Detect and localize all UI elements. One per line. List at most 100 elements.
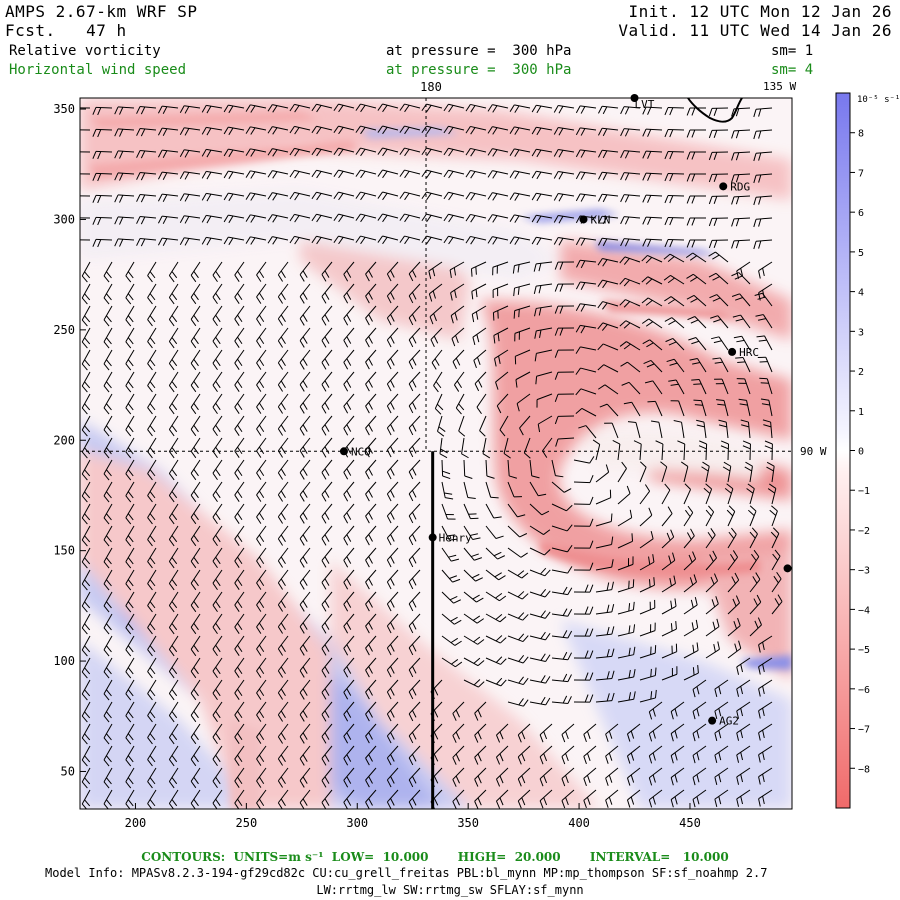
wind-barb (399, 191, 421, 201)
wind-barb (343, 261, 355, 282)
wind-barb (485, 635, 507, 644)
wind-barb (267, 126, 289, 135)
wind-barb (92, 172, 113, 182)
wind-barb (386, 371, 399, 392)
wind-barb (114, 238, 135, 247)
wind-barb (147, 745, 157, 767)
wind-barb (343, 745, 355, 766)
wind-barb (125, 701, 135, 723)
wind-barb (223, 236, 245, 246)
wind-barb (147, 415, 157, 437)
wind-barb (386, 525, 399, 546)
wind-barb (103, 371, 113, 393)
wind-barb (267, 192, 289, 201)
wind-barb (727, 572, 740, 593)
wind-barb (727, 550, 739, 571)
wind-barb (125, 679, 135, 701)
wind-barb (516, 393, 531, 412)
wind-barb (343, 569, 355, 590)
wind-barb (736, 723, 751, 741)
wind-barb (299, 547, 311, 568)
wind-barb (365, 459, 377, 480)
wind-barb (551, 608, 573, 617)
wind-barb (212, 657, 223, 679)
wind-barb (377, 103, 399, 113)
wind-barb (495, 789, 509, 809)
station-marker (728, 347, 737, 356)
wind-barb (212, 547, 223, 569)
wind-barb (168, 635, 179, 657)
wind-barb (386, 327, 399, 348)
wind-barb (212, 525, 223, 547)
wind-barb (441, 613, 462, 625)
wind-barb (408, 789, 421, 809)
wind-barb (687, 316, 707, 329)
wind-barb (663, 253, 685, 263)
wind-barb (201, 192, 223, 202)
wind-barb (256, 261, 267, 282)
wind-barb (758, 789, 773, 807)
wind-barb (343, 767, 355, 788)
wind-barb (430, 327, 443, 348)
wind-barb (190, 767, 201, 789)
wind-barb (321, 679, 333, 700)
wind-barb (670, 701, 685, 720)
y-tick-label: 150 (53, 544, 75, 558)
wind-barb (514, 327, 531, 342)
wind-barb (686, 173, 707, 182)
wind-barb (661, 666, 678, 681)
wind-barb (212, 679, 223, 701)
wind-barb (321, 459, 333, 480)
wind-barb (386, 657, 399, 678)
wind-barb (731, 272, 751, 285)
wind-barb (168, 723, 179, 745)
wind-barb (147, 635, 157, 657)
wind-barb (575, 237, 597, 246)
wind-barb (476, 393, 487, 415)
wind-barb (485, 503, 502, 519)
wind-barb (758, 701, 773, 719)
wind-barb (114, 216, 135, 225)
wind-barb (458, 415, 466, 437)
wind-barb (753, 239, 773, 250)
wind-barb (212, 437, 223, 459)
wind-barb (125, 613, 135, 635)
wind-barb (125, 547, 135, 569)
wind-barb (343, 415, 355, 436)
wind-barb (529, 567, 551, 577)
wind-barb (136, 150, 157, 159)
wind-barb (299, 657, 311, 678)
wind-barb (760, 398, 773, 417)
wind-barb (277, 437, 289, 458)
wind-barb (573, 584, 594, 593)
wind-barb (299, 701, 311, 722)
wind-barb (474, 701, 487, 721)
wind-barb (289, 103, 311, 113)
wind-barb (321, 701, 333, 722)
wind-barb (212, 569, 223, 591)
wind-barb (234, 349, 245, 370)
wind-barb (683, 574, 697, 593)
station-marker (339, 447, 348, 456)
wind-barb (643, 359, 663, 373)
wind-barb (147, 591, 157, 613)
wind-barb (92, 194, 113, 204)
wind-barb (365, 547, 377, 568)
wind-barb (551, 586, 573, 596)
wind-barb (201, 104, 223, 114)
wind-barb (463, 657, 485, 667)
wind-barb (452, 789, 465, 809)
wind-barb (509, 214, 531, 223)
wind-barb (531, 170, 553, 180)
field2-level: at pressure = 300 hPa (386, 62, 572, 78)
wind-barb (277, 701, 289, 722)
wind-barb (408, 283, 421, 304)
wind-barb (190, 745, 201, 767)
wind-barb (333, 235, 355, 245)
wind-barb (441, 547, 460, 562)
wind-barb (147, 305, 157, 327)
wind-barb (551, 459, 564, 478)
wind-barb (103, 437, 113, 459)
wind-barb (125, 437, 135, 459)
wind-barb (136, 106, 157, 115)
